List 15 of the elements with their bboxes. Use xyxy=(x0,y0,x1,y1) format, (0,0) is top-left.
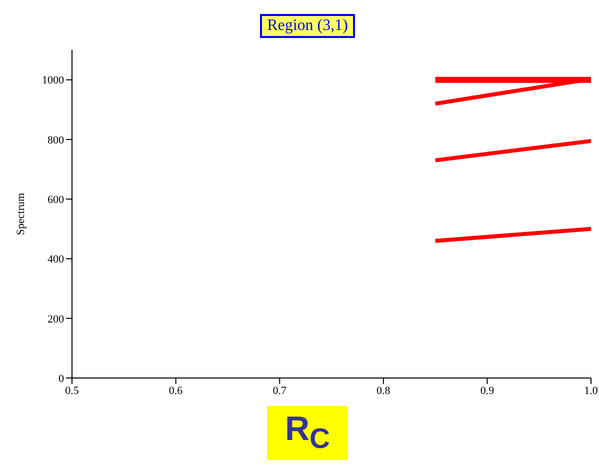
x-tick-label: 0.7 xyxy=(272,384,287,397)
y-tick-label: 600 xyxy=(48,194,64,206)
y-tick-label: 400 xyxy=(48,254,64,266)
y-tick-label: 200 xyxy=(48,313,64,326)
x-tick-label: 1.0 xyxy=(584,384,598,397)
x-tick-label: 0.9 xyxy=(480,384,495,397)
y-tick-label: 800 xyxy=(48,134,64,146)
x-tick-label: 0.6 xyxy=(168,384,184,397)
chart-title: Region (3,1) xyxy=(260,14,355,38)
y-axis-title: Spectrum xyxy=(14,192,27,236)
y-tick-label: 1000 xyxy=(42,74,64,87)
x-axis-title: R$_{C}$ xyxy=(266,406,348,460)
x-tick-label: 0.5 xyxy=(65,384,80,397)
y-tick-label: 0 xyxy=(58,372,64,385)
x-tick-label: 0.8 xyxy=(376,384,391,397)
